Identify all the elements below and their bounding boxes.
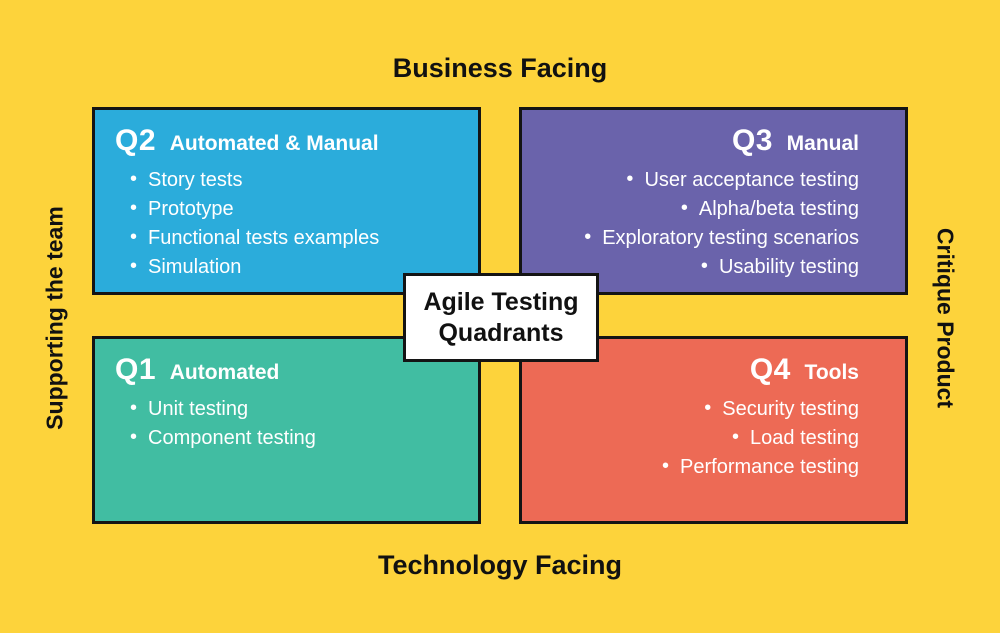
quadrant-q3: Q3 Manual • User acceptance testing • Alph… [519, 107, 908, 295]
list-item: • Simulation [130, 253, 458, 282]
diagram-title: Agile Testing Quadrants [423, 287, 579, 347]
axis-label-critique-product: Critique Product [932, 227, 959, 409]
bullet-icon: • [130, 397, 138, 419]
list-item: • Performance testing [542, 453, 859, 482]
quadrant-q1-label: Automated [169, 361, 280, 384]
quadrant-q1-items: • Unit testing • Component testing [115, 395, 458, 453]
quadrant-q2: Q2 Automated & Manual • Story tests • Prot… [92, 107, 481, 295]
list-item-text: Simulation [148, 256, 242, 278]
list-item: • User acceptance testing [542, 166, 859, 195]
list-item: • Load testing [542, 424, 859, 453]
list-item-text: Unit testing [148, 398, 249, 420]
quadrant-q2-heading: Q2 Automated & Manual [115, 123, 458, 162]
bullet-icon: • [130, 197, 138, 219]
list-item-text: Story tests [148, 169, 243, 191]
list-item-text: Alpha/beta testing [698, 198, 859, 220]
bullet-icon: • [680, 197, 688, 219]
bullet-icon: • [704, 397, 712, 419]
quadrant-q4-heading: Q4 Tools [542, 352, 859, 391]
quadrant-q4-id: Q4 [749, 353, 791, 386]
quadrant-q4: Q4 Tools • Security testing • Load testing… [519, 336, 908, 524]
list-item: • Alpha/beta testing [542, 195, 859, 224]
quadrant-q3-items: • User acceptance testing • Alpha/beta tes… [542, 166, 859, 282]
list-item: • Prototype [130, 195, 458, 224]
bullet-icon: • [130, 255, 138, 277]
list-item-text: Prototype [148, 198, 234, 220]
list-item: • Functional tests examples [130, 224, 458, 253]
axis-label-technology-facing: Technology Facing [377, 550, 622, 580]
list-item: • Usability testing [542, 253, 859, 282]
quadrant-q3-heading: Q3 Manual [542, 123, 859, 162]
axis-label-business-facing: Business Facing [392, 53, 608, 83]
bullet-icon: • [732, 426, 740, 448]
list-item-text: Functional tests examples [148, 227, 380, 249]
list-item-text: Component testing [148, 427, 316, 449]
list-item-text: User acceptance testing [644, 169, 859, 191]
quadrant-q4-label: Tools [804, 361, 859, 384]
list-item: • Story tests [130, 166, 458, 195]
list-item: • Component testing [130, 424, 458, 453]
list-item-text: Exploratory testing scenarios [602, 227, 859, 249]
list-item-text: Security testing [722, 398, 859, 420]
quadrant-q2-id: Q2 [115, 124, 157, 157]
bullet-icon: • [584, 226, 592, 248]
list-item: • Security testing [542, 395, 859, 424]
list-item: • Exploratory testing scenarios [542, 224, 859, 253]
quadrant-q2-items: • Story tests • Prototype • Functional test… [115, 166, 458, 282]
bullet-icon: • [130, 226, 138, 248]
bullet-icon: • [626, 168, 634, 190]
list-item-text: Usability testing [718, 256, 859, 278]
bullet-icon: • [662, 455, 670, 477]
bullet-icon: • [130, 168, 138, 190]
bullet-icon: • [700, 255, 708, 277]
list-item: • Unit testing [130, 395, 458, 424]
quadrant-q2-label: Automated & Manual [169, 132, 379, 155]
quadrant-q1-heading: Q1 Automated [115, 352, 458, 391]
center-title-box: Agile Testing Quadrants [403, 273, 599, 362]
list-item-text: Performance testing [680, 456, 859, 478]
quadrant-q1: Q1 Automated • Unit testing • Component te… [92, 336, 481, 524]
quadrant-q4-items: • Security testing • Load testing • Perform… [542, 395, 859, 482]
list-item-text: Load testing [750, 427, 859, 449]
quadrant-q3-id: Q3 [731, 124, 773, 157]
bullet-icon: • [130, 426, 138, 448]
quadrant-q3-label: Manual [786, 132, 859, 155]
quadrant-q1-id: Q1 [115, 353, 157, 386]
axis-label-supporting-the-team: Supporting the team [41, 206, 68, 430]
